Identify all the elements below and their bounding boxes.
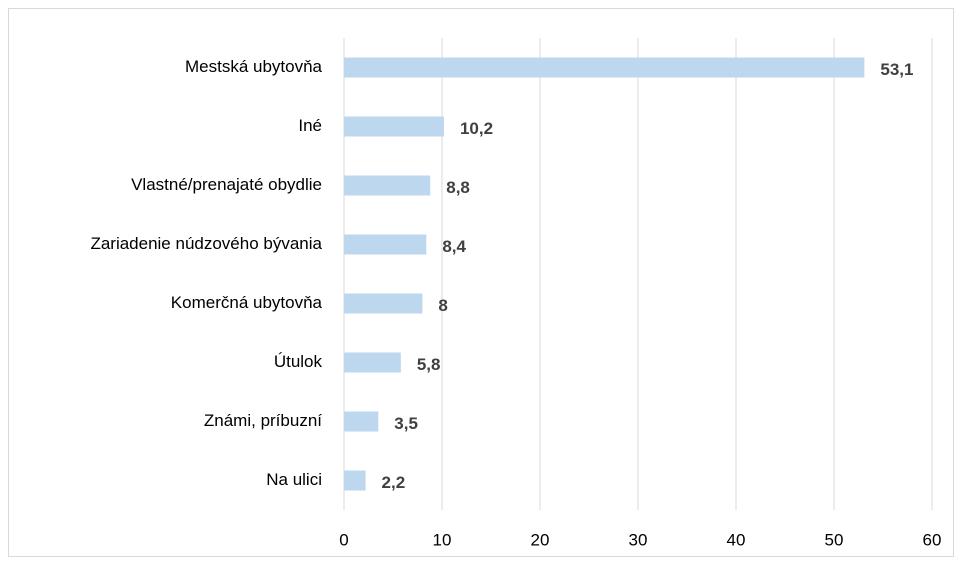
value-label: 2,2 — [382, 473, 406, 492]
value-label: 3,5 — [394, 414, 418, 433]
bar — [344, 234, 427, 255]
x-tick-label: 10 — [433, 530, 452, 549]
x-tick-label: 50 — [825, 530, 844, 549]
value-label: 53,1 — [880, 60, 913, 79]
bar — [344, 57, 865, 78]
bar — [344, 116, 444, 137]
x-tick-label: 60 — [923, 530, 942, 549]
bar — [344, 293, 423, 314]
x-tick-label: 40 — [727, 530, 746, 549]
x-tick-label: 30 — [629, 530, 648, 549]
y-tick-label: Zariadenie núdzového bývania — [90, 234, 322, 253]
x-tick-label: 0 — [339, 530, 348, 549]
x-tick-label: 20 — [531, 530, 550, 549]
bar — [344, 411, 379, 432]
value-label: 10,2 — [460, 119, 493, 138]
bar — [344, 352, 401, 373]
y-tick-label: Útulok — [274, 352, 323, 371]
value-label: 8,4 — [442, 237, 466, 256]
y-tick-label: Komerčná ubytovňa — [171, 293, 323, 312]
value-label: 5,8 — [417, 355, 441, 374]
chart-frame — [8, 8, 954, 557]
value-label: 8,8 — [446, 178, 470, 197]
y-tick-label: Iné — [298, 116, 322, 135]
y-tick-label: Známi, príbuzní — [204, 411, 322, 430]
y-tick-label: Na ulici — [266, 470, 322, 489]
y-tick-label: Vlastné/prenajaté obydlie — [131, 175, 322, 194]
value-label: 8 — [438, 296, 447, 315]
y-tick-label: Mestská ubytovňa — [185, 57, 323, 76]
bar — [344, 175, 431, 196]
bar — [344, 470, 366, 491]
